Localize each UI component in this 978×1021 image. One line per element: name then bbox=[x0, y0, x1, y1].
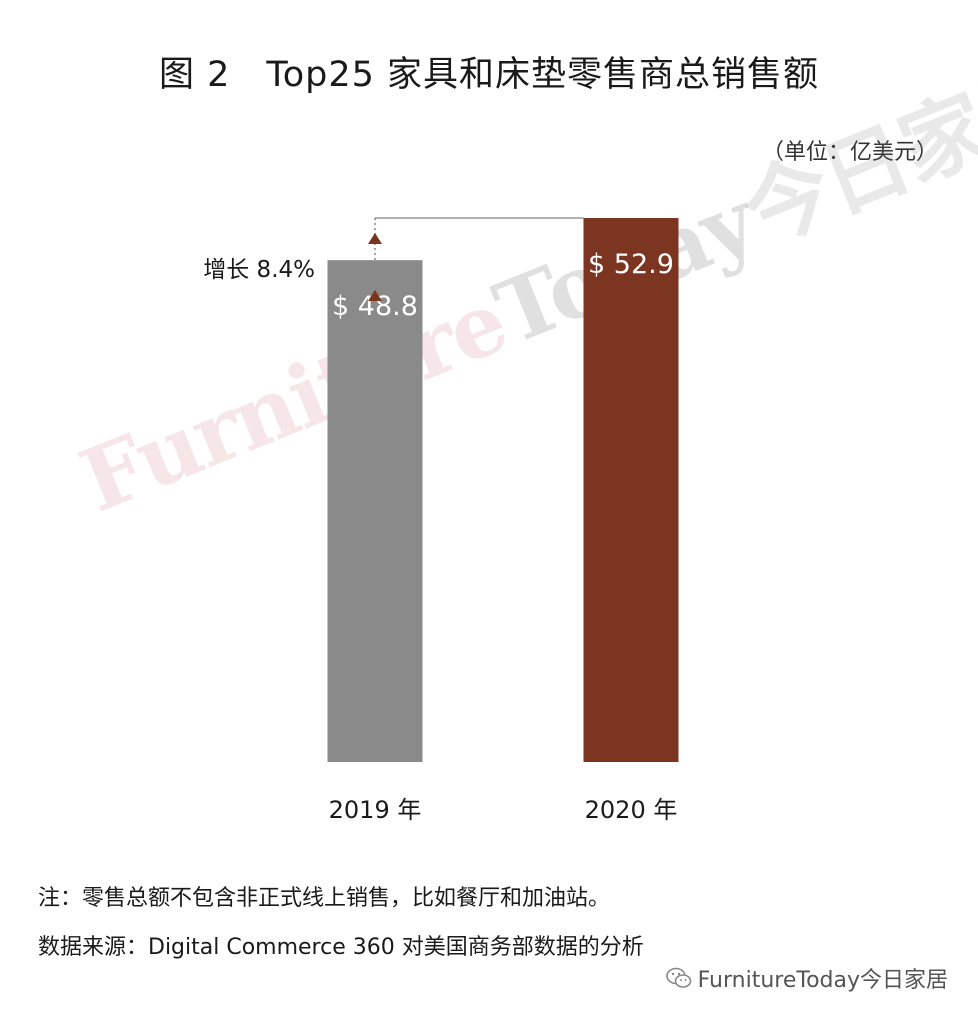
unit-label: （单位：亿美元） bbox=[761, 140, 938, 165]
category-label-0: 2019 年 bbox=[329, 796, 422, 824]
brand-watermark: FurnitureToday今日家居 bbox=[665, 962, 948, 994]
wechat-icon bbox=[665, 967, 691, 988]
brand-text: FurnitureToday今日家居 bbox=[697, 968, 948, 993]
value-label-1: $ 52.9 bbox=[588, 249, 674, 280]
bar-0 bbox=[327, 260, 423, 762]
growth-annotation: 增长 8.4% bbox=[203, 257, 315, 283]
growth-arrow-1 bbox=[368, 290, 382, 301]
category-label-1: 2020 年 bbox=[585, 796, 678, 824]
data-source: 数据来源：Digital Commerce 360 对美国商务部数据的分析 bbox=[38, 935, 644, 960]
bar-1 bbox=[583, 218, 679, 762]
growth-arrow-0 bbox=[368, 233, 382, 244]
footnote: 注：零售总额不包含非正式线上销售，比如餐厅和加油站。 bbox=[38, 886, 611, 911]
chart-title: 图 2 Top25 家具和床垫零售商总销售额 bbox=[158, 55, 820, 95]
